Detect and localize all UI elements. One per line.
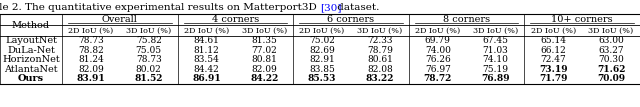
Text: 74.00: 74.00: [425, 46, 451, 55]
Text: 86.91: 86.91: [192, 74, 221, 83]
Text: 2D IoU (%): 2D IoU (%): [415, 27, 460, 34]
Text: 70.30: 70.30: [598, 55, 624, 64]
Text: Ours: Ours: [18, 74, 44, 83]
Text: 2D IoU (%): 2D IoU (%): [531, 27, 576, 34]
Text: 78.79: 78.79: [367, 46, 393, 55]
Text: [30]: [30]: [320, 3, 342, 12]
Text: 6 corners: 6 corners: [328, 15, 374, 24]
Text: 3D IoU (%): 3D IoU (%): [126, 27, 172, 34]
Text: 75.19: 75.19: [483, 65, 509, 74]
Text: Method: Method: [12, 21, 50, 30]
Text: Overall: Overall: [102, 15, 138, 24]
Text: 78.73: 78.73: [136, 55, 161, 64]
Text: 63.00: 63.00: [598, 36, 624, 45]
Text: 84.22: 84.22: [250, 74, 278, 83]
Text: 76.97: 76.97: [425, 65, 451, 74]
Text: 82.69: 82.69: [309, 46, 335, 55]
Text: 10+ corners: 10+ corners: [552, 15, 613, 24]
Text: 75.82: 75.82: [136, 36, 162, 45]
Text: 84.61: 84.61: [193, 36, 220, 45]
Text: 69.79: 69.79: [425, 36, 451, 45]
Text: 83.85: 83.85: [309, 65, 335, 74]
Text: 81.24: 81.24: [78, 55, 104, 64]
Text: DuLa-Net: DuLa-Net: [7, 46, 55, 55]
Text: dataset.: dataset.: [334, 3, 380, 12]
Text: 71.03: 71.03: [483, 46, 508, 55]
Text: 2D IoU (%): 2D IoU (%): [300, 27, 345, 34]
Text: 72.33: 72.33: [367, 36, 393, 45]
Text: 80.61: 80.61: [367, 55, 393, 64]
Text: 76.89: 76.89: [481, 74, 510, 83]
Text: HorizonNet: HorizonNet: [2, 55, 60, 64]
Text: 71.79: 71.79: [539, 74, 568, 83]
Text: 3D IoU (%): 3D IoU (%): [473, 27, 518, 34]
Text: 80.81: 80.81: [252, 55, 277, 64]
Text: 78.82: 78.82: [78, 46, 104, 55]
Text: 78.72: 78.72: [424, 74, 452, 83]
Text: 82.09: 82.09: [252, 65, 277, 74]
Text: 2D IoU (%): 2D IoU (%): [184, 27, 229, 34]
Text: 4 corners: 4 corners: [212, 15, 259, 24]
Text: 80.02: 80.02: [136, 65, 161, 74]
Text: 81.52: 81.52: [134, 74, 163, 83]
Text: Table 2. The quantitative experimental results on Matterport3D: Table 2. The quantitative experimental r…: [0, 3, 320, 12]
Text: 78.73: 78.73: [78, 36, 104, 45]
Text: 3D IoU (%): 3D IoU (%): [242, 27, 287, 34]
Text: 81.12: 81.12: [194, 46, 220, 55]
Text: 63.27: 63.27: [598, 46, 624, 55]
Text: 3D IoU (%): 3D IoU (%): [357, 27, 403, 34]
Text: 82.09: 82.09: [78, 65, 104, 74]
Text: 73.19: 73.19: [539, 65, 568, 74]
Text: 76.26: 76.26: [425, 55, 451, 64]
Text: 85.53: 85.53: [308, 74, 337, 83]
Text: 3D IoU (%): 3D IoU (%): [588, 27, 634, 34]
Text: 2D IoU (%): 2D IoU (%): [68, 27, 113, 34]
Text: 84.42: 84.42: [194, 65, 220, 74]
Text: 75.02: 75.02: [309, 36, 335, 45]
Text: 74.10: 74.10: [483, 55, 508, 64]
Text: 75.05: 75.05: [136, 46, 162, 55]
Text: 8 corners: 8 corners: [443, 15, 490, 24]
Text: 71.62: 71.62: [597, 65, 625, 74]
Text: 65.14: 65.14: [540, 36, 566, 45]
Text: LayoutNet: LayoutNet: [5, 36, 57, 45]
Text: 67.45: 67.45: [483, 36, 509, 45]
Text: 82.08: 82.08: [367, 65, 393, 74]
Text: 82.91: 82.91: [309, 55, 335, 64]
Text: 70.09: 70.09: [597, 74, 625, 83]
Text: 81.35: 81.35: [252, 36, 277, 45]
Text: 66.12: 66.12: [540, 46, 566, 55]
Text: 83.91: 83.91: [77, 74, 105, 83]
Text: 83.22: 83.22: [365, 74, 394, 83]
Text: 72.47: 72.47: [540, 55, 566, 64]
Text: 83.54: 83.54: [193, 55, 220, 64]
Text: AtlantaNet: AtlantaNet: [4, 65, 58, 74]
Text: 77.02: 77.02: [252, 46, 277, 55]
